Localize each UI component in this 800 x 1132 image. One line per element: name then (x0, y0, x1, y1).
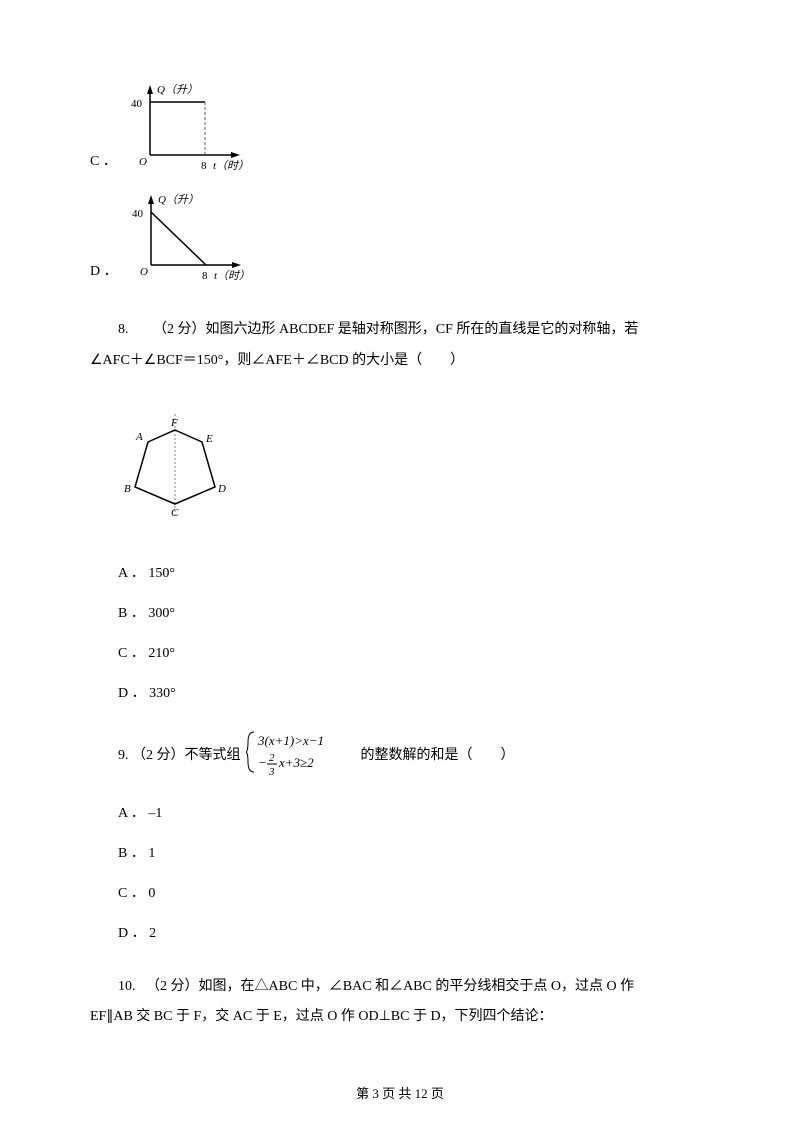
q9-frac-num: 2 (269, 752, 275, 764)
chart-c-xlabel: t（时） (213, 159, 249, 172)
q9-system: 3(x+1)>x−1 − 2 3 x+3≥2 (246, 727, 356, 782)
q8-option-a: A ． 150° (118, 562, 710, 582)
chart-c-xtick: 8 (201, 160, 207, 172)
option-d-label: D ． (90, 260, 118, 285)
hexagon-figure: F E D C B A (120, 412, 240, 522)
q9-option-b: B ． 1 (118, 842, 710, 862)
question-10: 10. （2 分）如图，在△ABC 中，∠BAC 和∠ABC 的平分线相交于点 … (90, 972, 710, 1034)
hex-label-b: B (124, 483, 131, 495)
q8-option-b: B ． 300° (118, 602, 710, 622)
q9-sys-line2-pre: − (258, 755, 267, 770)
q9-option-a: A ． –1 (118, 802, 710, 822)
q10-line1: 10. （2 分）如图，在△ABC 中，∠BAC 和∠ABC 的平分线相交于点 … (90, 972, 710, 1003)
hex-label-d: D (217, 483, 226, 495)
question-9: 9. （2 分）不等式组 3(x+1)>x−1 − 2 3 x+3≥2 的整数解… (90, 727, 710, 782)
q9-frac-den: 3 (268, 766, 275, 777)
hex-label-f: F (170, 417, 178, 429)
hex-label-c: C (171, 507, 179, 519)
q8-line2: ∠AFC＋∠BCF＝150°，则∠AFE＋∠BCD 的大小是（ ） (90, 346, 710, 377)
q9-suffix: 的整数解的和是（ ） (361, 744, 515, 764)
chart-d-ytick: 40 (132, 208, 144, 220)
q9-sys-line1: 3(x+1)>x−1 (257, 733, 324, 748)
hex-label-e: E (205, 433, 213, 445)
chart-c-ylabel: Q（升） (157, 83, 198, 96)
hex-label-a: A (135, 431, 143, 443)
chart-c: 40 8 Q（升） t（时） O (125, 80, 255, 175)
option-c-row: C ． 40 8 Q（升） t（时） O (90, 80, 710, 175)
question-8: 8. （2 分）如图六边形 ABCDEF 是轴对称图形，CF 所在的直线是它的对… (90, 315, 710, 377)
q9-option-c: C ． 0 (118, 882, 710, 902)
chart-d-xtick: 8 (202, 270, 208, 282)
option-d-row: D ． 40 8 Q（升） t（时） O (90, 190, 710, 285)
chart-c-ytick: 40 (131, 98, 143, 110)
option-c-label: C ． (90, 150, 117, 175)
chart-d-origin: O (140, 266, 148, 278)
chart-d-ylabel: Q（升） (158, 193, 199, 206)
chart-d-xlabel: t（时） (214, 269, 250, 282)
q8-option-c: C ． 210° (118, 642, 710, 662)
page-footer: 第 3 页 共 12 页 (0, 1083, 800, 1102)
chart-c-origin: O (139, 156, 147, 168)
q9-prefix: 9. （2 分）不等式组 (118, 744, 241, 764)
q8-line1: 8. （2 分）如图六边形 ABCDEF 是轴对称图形，CF 所在的直线是它的对… (90, 315, 710, 346)
q9-sys-line2-post: x+3≥2 (278, 755, 314, 770)
q9-option-d: D ． 2 (118, 922, 710, 942)
q8-option-d: D ． 330° (118, 682, 710, 702)
q10-line2: EF∥AB 交 BC 于 F，交 AC 于 E，过点 O 作 OD⊥BC 于 D… (90, 1002, 710, 1033)
chart-d: 40 8 Q（升） t（时） O (126, 190, 256, 285)
